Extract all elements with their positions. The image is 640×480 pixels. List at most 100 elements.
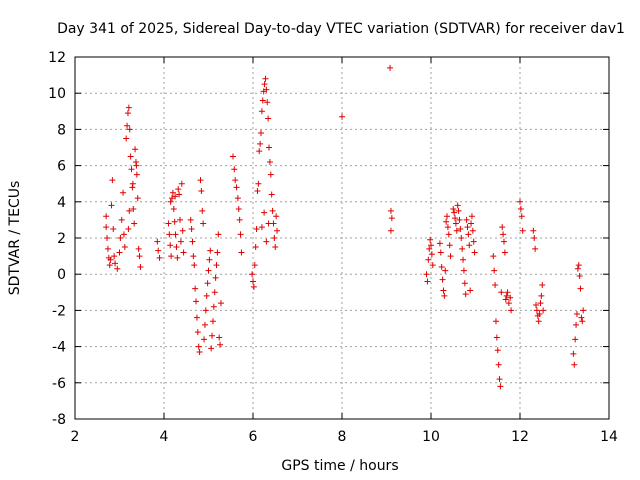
data-point [131, 220, 138, 227]
y-tick-label: 2 [57, 231, 66, 247]
data-point [490, 253, 497, 260]
data-point [204, 280, 211, 287]
data-point [437, 249, 444, 256]
data-point [501, 249, 508, 256]
data-point [578, 314, 585, 321]
data-point [460, 267, 467, 274]
data-point [190, 253, 197, 260]
data-point [126, 126, 133, 133]
data-point [191, 262, 198, 269]
data-point [576, 273, 583, 280]
data-point [192, 285, 199, 292]
data-point [462, 291, 469, 298]
data-point [112, 260, 119, 267]
data-point [468, 213, 475, 220]
data-point [237, 231, 244, 238]
data-point [444, 213, 451, 220]
y-tick-label: -8 [52, 412, 66, 428]
data-point [507, 294, 514, 301]
data-point [258, 224, 265, 231]
data-point [456, 216, 463, 223]
data-point [387, 207, 394, 214]
data-point [424, 278, 431, 285]
data-point [205, 267, 212, 274]
data-point [103, 213, 110, 220]
data-point [229, 153, 236, 160]
data-point [196, 349, 203, 356]
data-point [187, 216, 194, 223]
data-point [268, 191, 275, 198]
data-point [177, 238, 184, 245]
data-point [460, 256, 467, 263]
data-point [215, 231, 222, 238]
data-point [174, 254, 181, 261]
data-point [251, 262, 258, 269]
data-point [236, 216, 243, 223]
data-point [209, 318, 216, 325]
data-point [427, 236, 434, 243]
data-point [538, 292, 545, 299]
data-point [263, 86, 270, 93]
data-point [533, 301, 540, 308]
data-point [171, 218, 178, 225]
data-point [518, 213, 525, 220]
y-axis-label: SDTVAR / TECUs [7, 181, 23, 296]
data-point [438, 263, 445, 270]
data-point [135, 245, 142, 252]
x-axis-label: GPS time / hours [281, 458, 398, 474]
data-point [536, 311, 543, 318]
data-point [197, 177, 204, 184]
data-point [441, 292, 448, 299]
data-point [496, 376, 503, 383]
data-point [250, 278, 256, 285]
data-point [137, 263, 144, 270]
data-point [252, 244, 259, 251]
data-point [273, 213, 280, 220]
data-point [263, 238, 270, 245]
data-point [206, 256, 213, 263]
data-point [108, 202, 115, 209]
data-points [103, 64, 587, 390]
data-point [156, 254, 163, 261]
data-point [180, 249, 187, 256]
y-tick-label: -2 [52, 303, 66, 319]
data-point [530, 227, 537, 234]
data-point [233, 184, 240, 191]
data-point [428, 251, 435, 258]
data-point [504, 289, 511, 296]
data-point [454, 202, 461, 209]
data-point [436, 240, 443, 247]
data-point [166, 231, 173, 238]
data-point [261, 81, 268, 88]
data-point [265, 115, 272, 122]
data-point [231, 166, 238, 173]
x-tick-label: 14 [600, 429, 618, 445]
data-point [503, 292, 510, 299]
data-point [265, 220, 272, 227]
data-point [125, 104, 132, 111]
data-point [121, 244, 128, 251]
data-point [532, 245, 539, 252]
y-tick-label: -6 [52, 376, 66, 392]
data-point [172, 231, 179, 238]
data-point [573, 321, 580, 328]
data-point [104, 245, 111, 252]
data-point [262, 75, 269, 82]
data-point [444, 224, 451, 231]
data-point [539, 282, 546, 289]
data-point [258, 108, 265, 115]
data-point [387, 64, 394, 71]
data-point [574, 265, 581, 272]
data-point [200, 220, 207, 227]
data-point [249, 271, 256, 278]
data-point [118, 216, 125, 223]
data-point [453, 227, 460, 234]
data-point [502, 296, 509, 303]
data-point [136, 253, 143, 260]
data-point [573, 311, 580, 318]
y-tick-label: 0 [57, 267, 66, 283]
data-point [439, 276, 446, 283]
data-point [452, 220, 459, 227]
data-point [271, 235, 278, 241]
data-point [498, 289, 505, 296]
